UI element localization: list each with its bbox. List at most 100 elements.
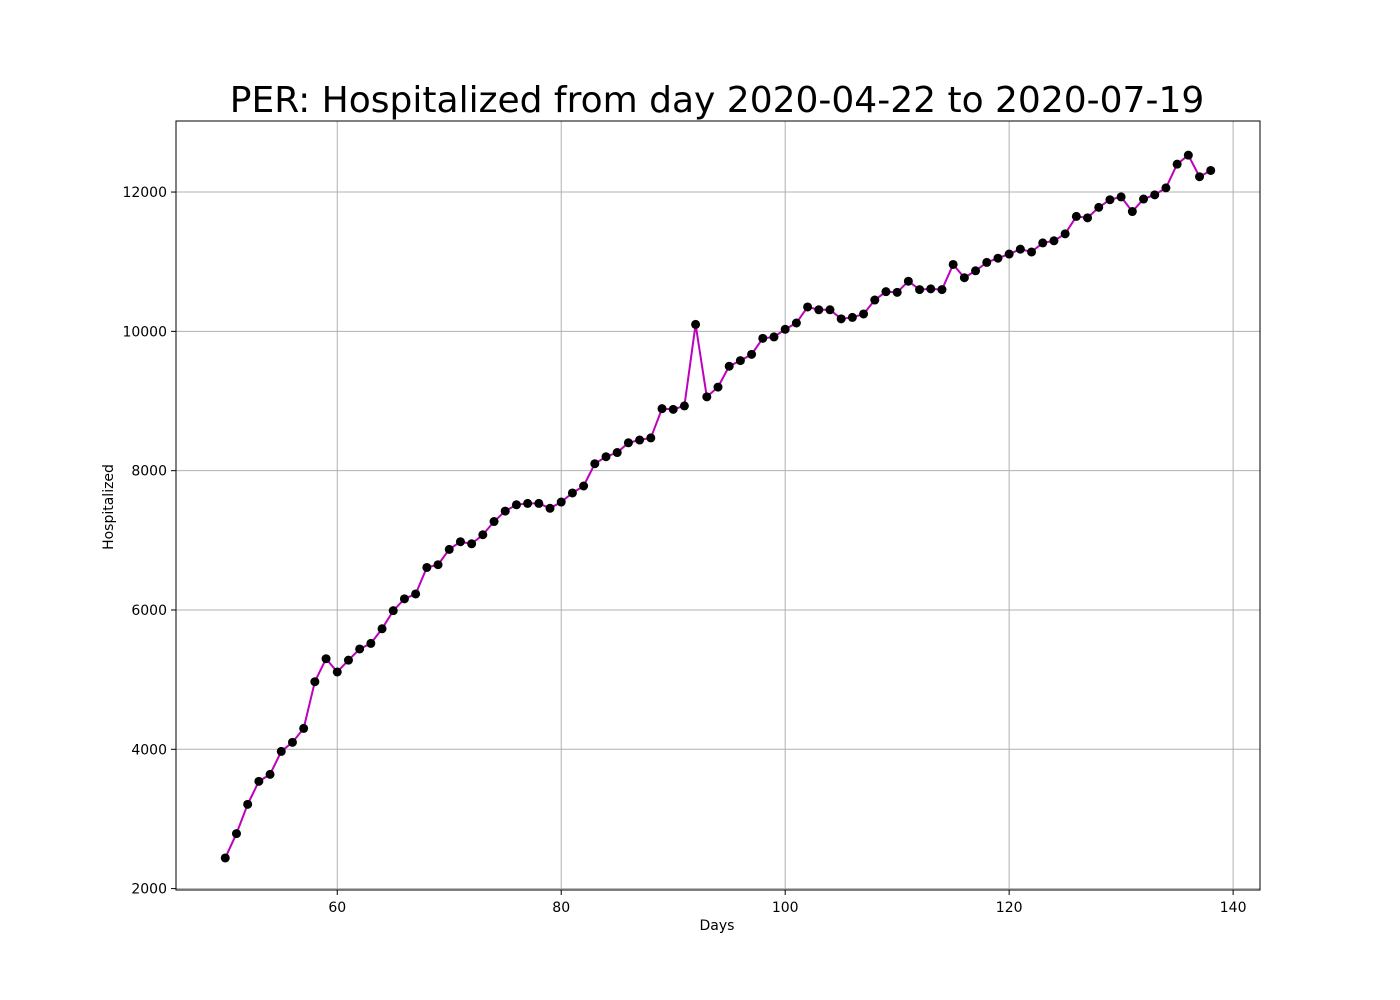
data-point <box>1139 194 1149 204</box>
data-point <box>735 356 745 366</box>
data-point <box>343 655 353 665</box>
data-markers <box>220 150 1216 863</box>
data-point <box>702 392 712 402</box>
data-point <box>747 349 757 359</box>
series-line <box>224 153 1212 859</box>
x-axis-label: Days <box>700 918 735 934</box>
data-point <box>836 314 846 324</box>
data-point <box>1183 150 1193 160</box>
data-point <box>758 333 768 343</box>
data-point <box>411 589 421 599</box>
data-point <box>791 318 801 328</box>
data-point <box>388 606 398 616</box>
data-point <box>489 517 499 527</box>
data-point <box>545 503 555 513</box>
data-point <box>1094 202 1104 212</box>
data-point <box>915 285 925 295</box>
data-point <box>926 284 936 294</box>
data-point <box>467 539 477 549</box>
x-axis-ticks: 60 80 100 120 140 <box>328 890 1246 916</box>
data-point <box>422 562 432 572</box>
data-point <box>859 309 869 319</box>
data-point <box>635 435 645 445</box>
data-point <box>299 723 309 733</box>
data-point <box>287 737 297 747</box>
data-point <box>265 769 275 779</box>
data-point <box>399 594 409 604</box>
data-point <box>1150 190 1160 200</box>
data-point <box>243 799 253 809</box>
data-point <box>220 853 230 863</box>
x-tick-label: 60 <box>328 900 346 916</box>
y-axis-label: Hospitalized <box>101 464 117 550</box>
data-point <box>679 401 689 411</box>
data-point <box>1049 236 1059 246</box>
series-line-group <box>224 153 1212 859</box>
data-point <box>1195 172 1205 182</box>
data-point <box>276 746 286 756</box>
data-point <box>1105 195 1115 205</box>
data-point <box>444 544 454 554</box>
data-point <box>321 654 331 664</box>
data-point <box>803 302 813 312</box>
y-tick-label: 10000 <box>122 324 167 340</box>
data-point <box>1038 238 1048 248</box>
data-point <box>623 438 633 448</box>
data-point <box>724 361 734 371</box>
data-point <box>1004 249 1014 259</box>
data-point <box>433 560 443 570</box>
data-point <box>1015 244 1025 254</box>
data-point <box>310 677 320 687</box>
data-point <box>500 506 510 516</box>
data-point <box>534 498 544 508</box>
data-point <box>1116 192 1126 202</box>
data-point <box>691 319 701 329</box>
y-tick-label: 12000 <box>122 185 167 201</box>
data-point <box>903 276 913 286</box>
data-point <box>713 382 723 392</box>
data-point <box>612 448 622 458</box>
data-point <box>825 305 835 315</box>
data-point <box>657 404 667 414</box>
data-point <box>231 829 241 839</box>
data-point <box>993 253 1003 263</box>
y-axis-ticks: 2000 4000 6000 8000 10000 12000 <box>122 185 176 898</box>
data-point <box>1083 213 1093 223</box>
x-tick-label: 80 <box>552 900 570 916</box>
data-point <box>601 452 611 462</box>
y-tick-label: 8000 <box>131 464 167 480</box>
data-point <box>1206 165 1216 175</box>
y-tick-label: 6000 <box>131 603 167 619</box>
data-point <box>579 481 589 491</box>
data-point <box>1060 229 1070 239</box>
y-tick-label: 2000 <box>131 882 167 898</box>
data-point <box>892 287 902 297</box>
data-point <box>948 259 958 269</box>
data-point <box>1027 247 1037 257</box>
data-point <box>847 312 857 322</box>
data-point <box>971 266 981 276</box>
data-point <box>511 500 521 510</box>
x-tick-label: 120 <box>996 900 1023 916</box>
x-tick-label: 100 <box>772 900 799 916</box>
data-point <box>881 287 891 297</box>
chart-title: PER: Hospitalized from day 2020-04-22 to… <box>230 80 1205 121</box>
data-point <box>1161 183 1171 193</box>
data-point <box>523 498 533 508</box>
data-point <box>567 488 577 498</box>
data-point <box>1071 211 1081 221</box>
plot-frame <box>175 120 1261 891</box>
data-point <box>590 459 600 469</box>
data-point <box>1127 207 1137 217</box>
data-point <box>254 776 264 786</box>
grid-lines <box>176 121 1260 890</box>
data-point <box>937 285 947 295</box>
data-point <box>355 644 365 654</box>
data-point <box>780 324 790 334</box>
data-point <box>870 295 880 305</box>
data-point <box>556 497 566 507</box>
data-point <box>668 404 678 414</box>
data-point <box>366 638 376 648</box>
y-tick-label: 4000 <box>131 742 167 758</box>
